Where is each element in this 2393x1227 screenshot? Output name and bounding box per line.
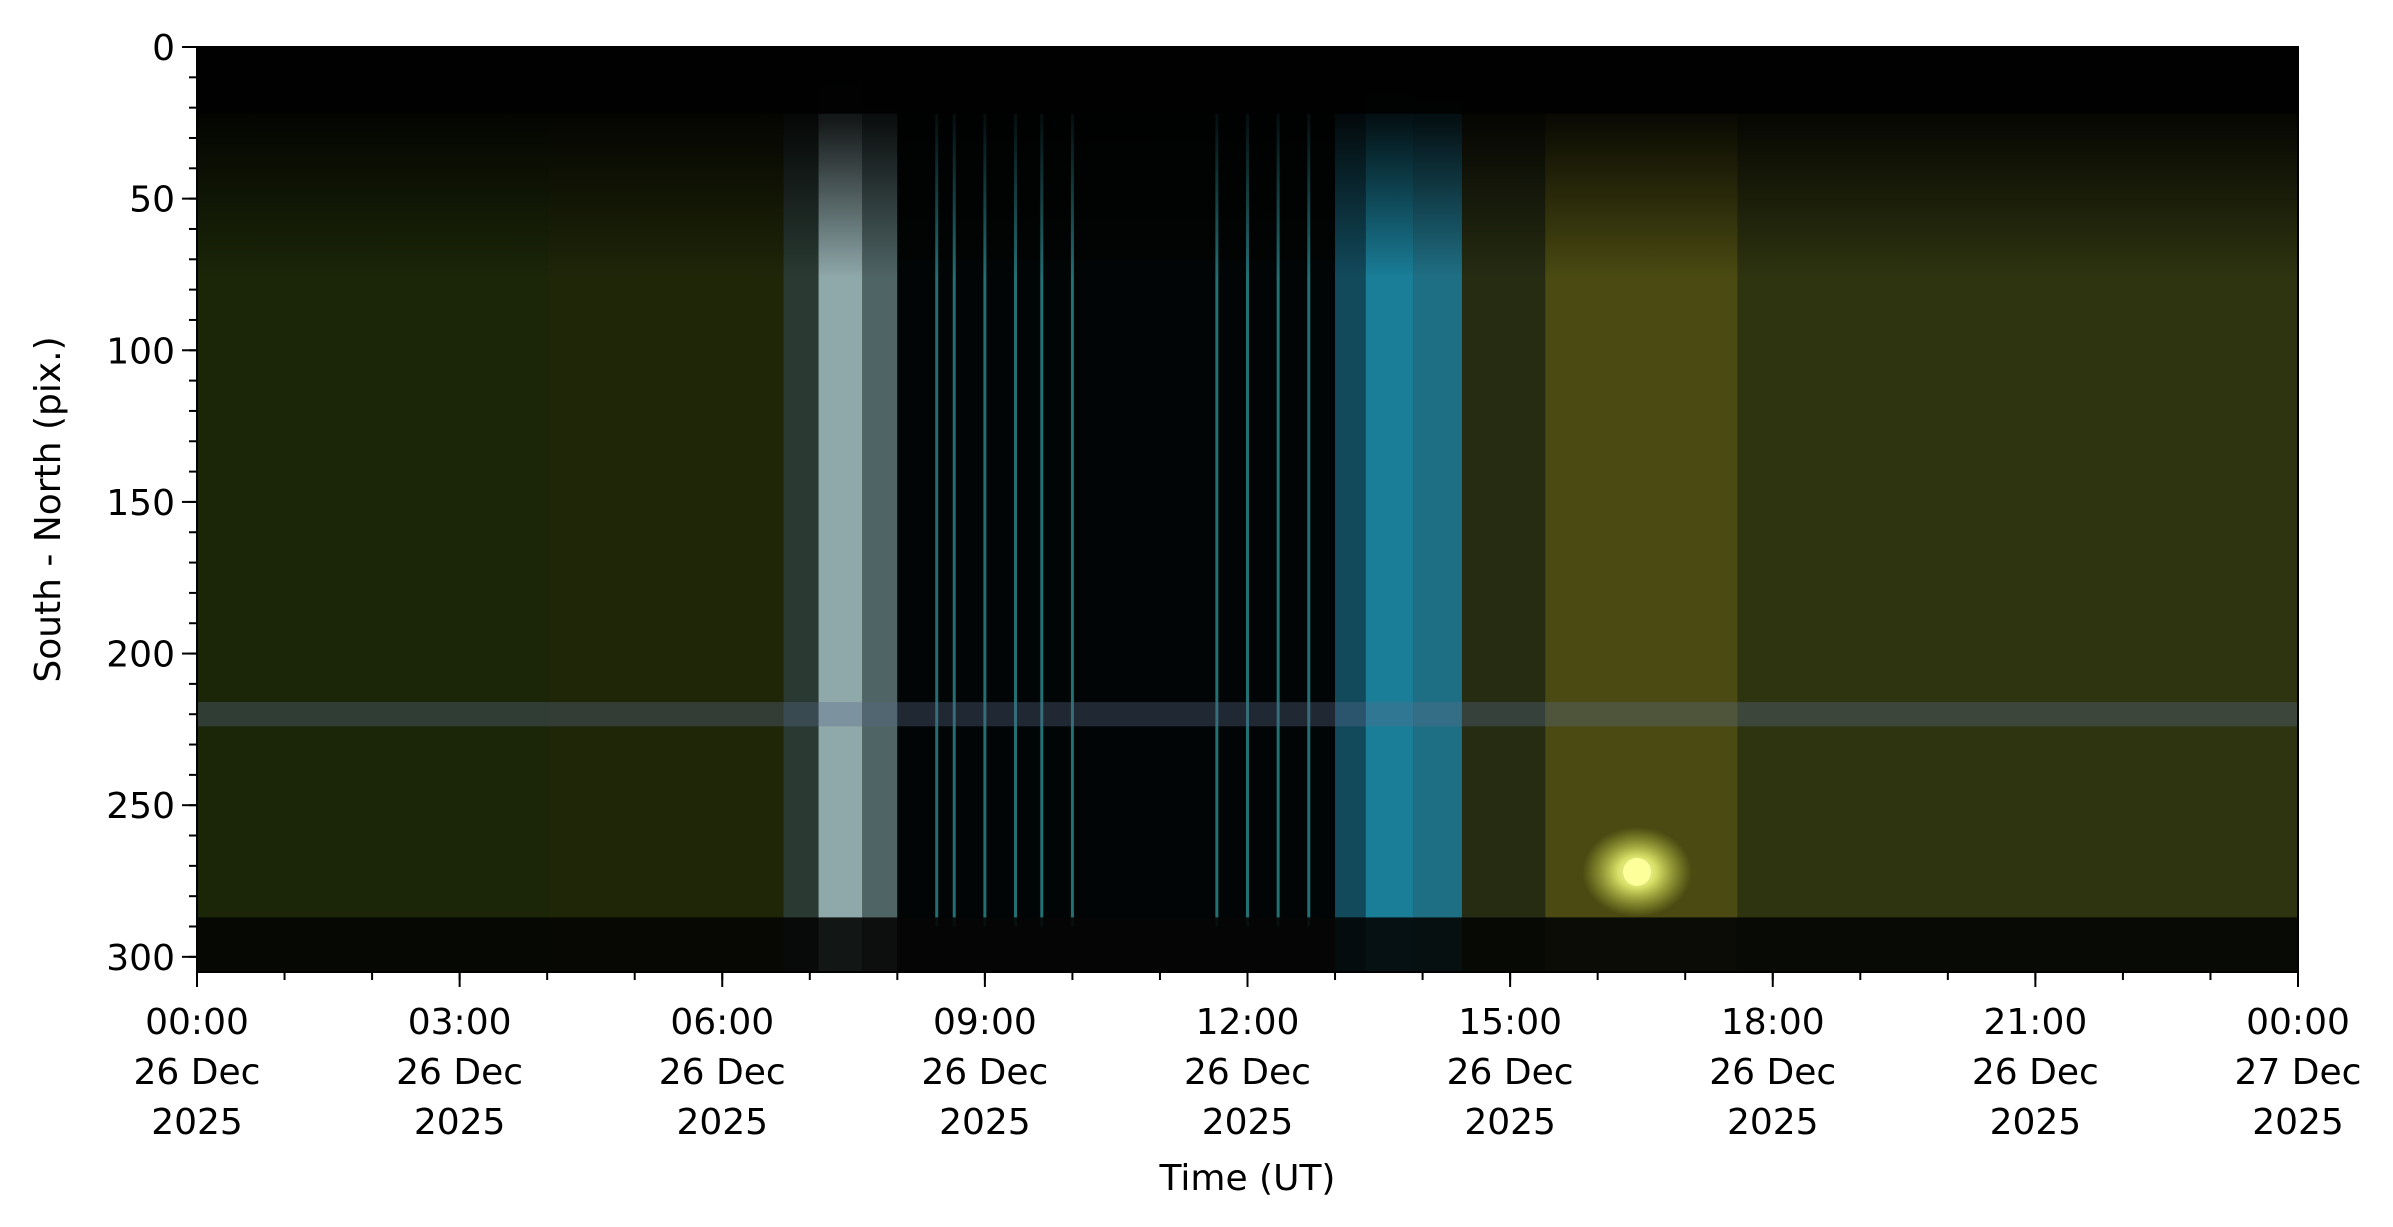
x-tick-label: 2025 xyxy=(2252,1102,2344,1143)
bottom-dark-band xyxy=(197,917,2298,972)
x-axis-label: Time (UT) xyxy=(1159,1158,1336,1199)
x-tick-label: 00:00 xyxy=(145,1002,249,1043)
x-tick-label: 26 Dec xyxy=(1184,1052,1311,1093)
x-tick-label: 2025 xyxy=(1202,1102,1294,1143)
x-tick-label: 26 Dec xyxy=(134,1052,261,1093)
x-tick-label: 09:00 xyxy=(933,1002,1037,1043)
x-tick-label: 2025 xyxy=(1990,1102,2082,1143)
x-tick-label: 26 Dec xyxy=(1447,1052,1574,1093)
y-axis: 0 50 100 150 200 250 300 xyxy=(106,28,197,979)
x-tick-label: 00:00 xyxy=(2246,1002,2350,1043)
x-tick-label: 2025 xyxy=(1727,1102,1819,1143)
y-tick-label: 0 xyxy=(152,28,175,69)
x-tick-label: 21:00 xyxy=(1984,1002,2088,1043)
x-tick-label: 06:00 xyxy=(670,1002,774,1043)
y-tick-label: 250 xyxy=(106,786,175,827)
top-dark-band xyxy=(197,47,2298,972)
y-axis-label: South - North (pix.) xyxy=(28,336,69,682)
top-dark-strip xyxy=(197,47,2298,114)
x-tick-label: 03:00 xyxy=(408,1002,512,1043)
x-tick-label: 27 Dec xyxy=(2235,1052,2362,1093)
horizontal-band xyxy=(197,702,2298,727)
y-tick-label: 300 xyxy=(106,938,175,979)
x-tick-label: 2025 xyxy=(414,1102,506,1143)
y-tick-label: 50 xyxy=(129,180,175,221)
y-tick-label: 150 xyxy=(106,483,175,524)
y-tick-label: 200 xyxy=(106,635,175,676)
keogram-image xyxy=(197,47,2298,972)
x-tick-label: 26 Dec xyxy=(659,1052,786,1093)
plot-frame xyxy=(196,46,2299,973)
bright-spot xyxy=(1623,857,1652,886)
x-tick-label: 2025 xyxy=(151,1102,243,1143)
x-tick-label: 2025 xyxy=(1464,1102,1556,1143)
x-tick-label: 18:00 xyxy=(1721,1002,1825,1043)
x-tick-label: 15:00 xyxy=(1458,1002,1562,1043)
x-tick-label: 2025 xyxy=(939,1102,1031,1143)
x-tick-label: 26 Dec xyxy=(396,1052,523,1093)
x-tick-label: 26 Dec xyxy=(1709,1052,1836,1093)
x-axis: 00:00 26 Dec 2025 03:00 26 Dec 2025 06:00 26 De… xyxy=(134,972,2362,1143)
x-tick-label: 12:00 xyxy=(1196,1002,1300,1043)
x-tick-label: 2025 xyxy=(676,1102,768,1143)
x-tick-label: 26 Dec xyxy=(1972,1052,2099,1093)
y-tick-label: 100 xyxy=(106,331,175,372)
x-tick-label: 26 Dec xyxy=(921,1052,1048,1093)
